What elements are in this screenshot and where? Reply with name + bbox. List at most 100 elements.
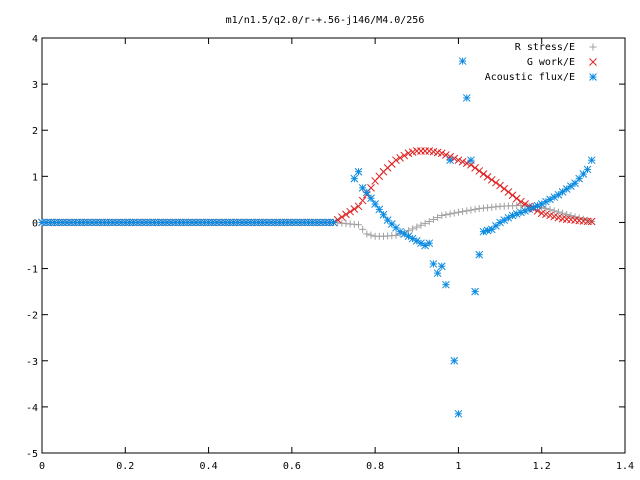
cross-marker [454, 156, 463, 165]
star-marker [350, 174, 359, 183]
cross-marker [450, 154, 459, 163]
star-marker [371, 200, 379, 208]
y-tick-label: -2 [26, 311, 38, 322]
star-marker [471, 287, 479, 296]
series-star [38, 57, 596, 418]
x-tick-label: 1.4 [616, 461, 634, 472]
plus-marker [409, 225, 417, 233]
cross-marker [346, 207, 355, 216]
star-marker [462, 94, 471, 102]
plus-marker [425, 218, 433, 226]
plus-marker [421, 219, 429, 227]
star-marker [558, 188, 567, 196]
cross-marker [350, 205, 359, 213]
cross-marker [342, 210, 350, 219]
star-marker [562, 185, 571, 193]
plus-marker [550, 207, 558, 215]
star-marker [437, 262, 446, 271]
plus-marker [359, 225, 367, 233]
cross-marker [458, 157, 467, 166]
cross-marker [442, 151, 450, 159]
plus-marker [459, 208, 467, 216]
plus-marker [559, 209, 567, 217]
plus-marker [454, 208, 462, 216]
plus-marker [567, 212, 575, 220]
plus-marker [434, 214, 442, 222]
star-marker [458, 57, 467, 65]
cross-marker [492, 178, 500, 187]
y-tick-label: 2 [32, 126, 38, 137]
legend-label: G work/E [527, 57, 575, 68]
star-marker [517, 208, 525, 217]
legend-label: R stress/E [515, 42, 575, 53]
cross-marker [487, 175, 496, 184]
cross-marker [396, 154, 404, 162]
plus-marker [446, 210, 454, 218]
cross-marker [462, 159, 471, 168]
star-marker [450, 356, 459, 365]
cross-marker [508, 191, 517, 200]
x-tick-label: 1.2 [533, 461, 551, 472]
star-marker [454, 409, 463, 418]
y-tick-label: 1 [32, 172, 38, 183]
star-marker [367, 194, 375, 203]
star-marker [475, 250, 484, 259]
plus-marker [554, 208, 562, 216]
plus-marker [471, 205, 479, 213]
cross-marker [479, 170, 488, 178]
star-marker [521, 207, 529, 215]
cross-marker [358, 196, 367, 205]
star-marker [429, 260, 438, 268]
star-marker [329, 218, 338, 227]
star-marker [587, 156, 596, 165]
y-tick-label: -1 [26, 265, 38, 276]
cross-marker [589, 58, 597, 66]
cross-marker [417, 147, 425, 155]
cross-marker [400, 151, 409, 160]
cross-marker [504, 188, 513, 196]
star-marker [554, 190, 563, 199]
plus-marker [438, 212, 446, 220]
x-tick-label: 0 [39, 461, 45, 472]
plus-marker [463, 207, 471, 215]
y-tick-label: 0 [32, 218, 38, 229]
data-marks [38, 57, 596, 418]
x-tick-label: 0.8 [366, 461, 384, 472]
star-marker [433, 269, 442, 278]
cross-marker [587, 217, 596, 226]
plus-marker [571, 213, 579, 221]
y-tick-label: 4 [32, 34, 38, 45]
legend: R stress/E G work/E Acoustic flux/E [485, 42, 597, 83]
plus-marker [413, 223, 421, 231]
star-marker [354, 167, 363, 176]
cross-marker [517, 197, 525, 206]
cross-marker [475, 167, 484, 175]
star-marker [583, 165, 592, 174]
star-marker [379, 210, 388, 219]
plus-marker [546, 206, 554, 214]
plus-marker [417, 221, 425, 229]
x-tick-label: 0.6 [283, 461, 301, 472]
star-marker [446, 156, 454, 165]
cross-marker [392, 156, 400, 165]
star-marker [525, 205, 534, 214]
star-marker [362, 188, 371, 197]
plus-marker [563, 210, 571, 218]
x-tick-label: 0.2 [116, 461, 134, 472]
cross-marker [421, 147, 429, 155]
plus-marker [367, 231, 375, 239]
cross-marker [496, 181, 504, 190]
x-tick-label: 1 [455, 461, 461, 472]
star-marker [442, 280, 450, 289]
plus-marker [354, 221, 362, 229]
star-marker [425, 239, 434, 248]
plus-marker [467, 206, 475, 214]
cross-marker [471, 164, 479, 172]
y-tick-label: -3 [26, 357, 38, 368]
cross-marker [354, 202, 363, 211]
plus-marker [363, 230, 371, 238]
x-tick-label: 0.4 [200, 461, 218, 472]
plus-marker [392, 231, 400, 239]
y-tick-label: 3 [32, 80, 38, 91]
